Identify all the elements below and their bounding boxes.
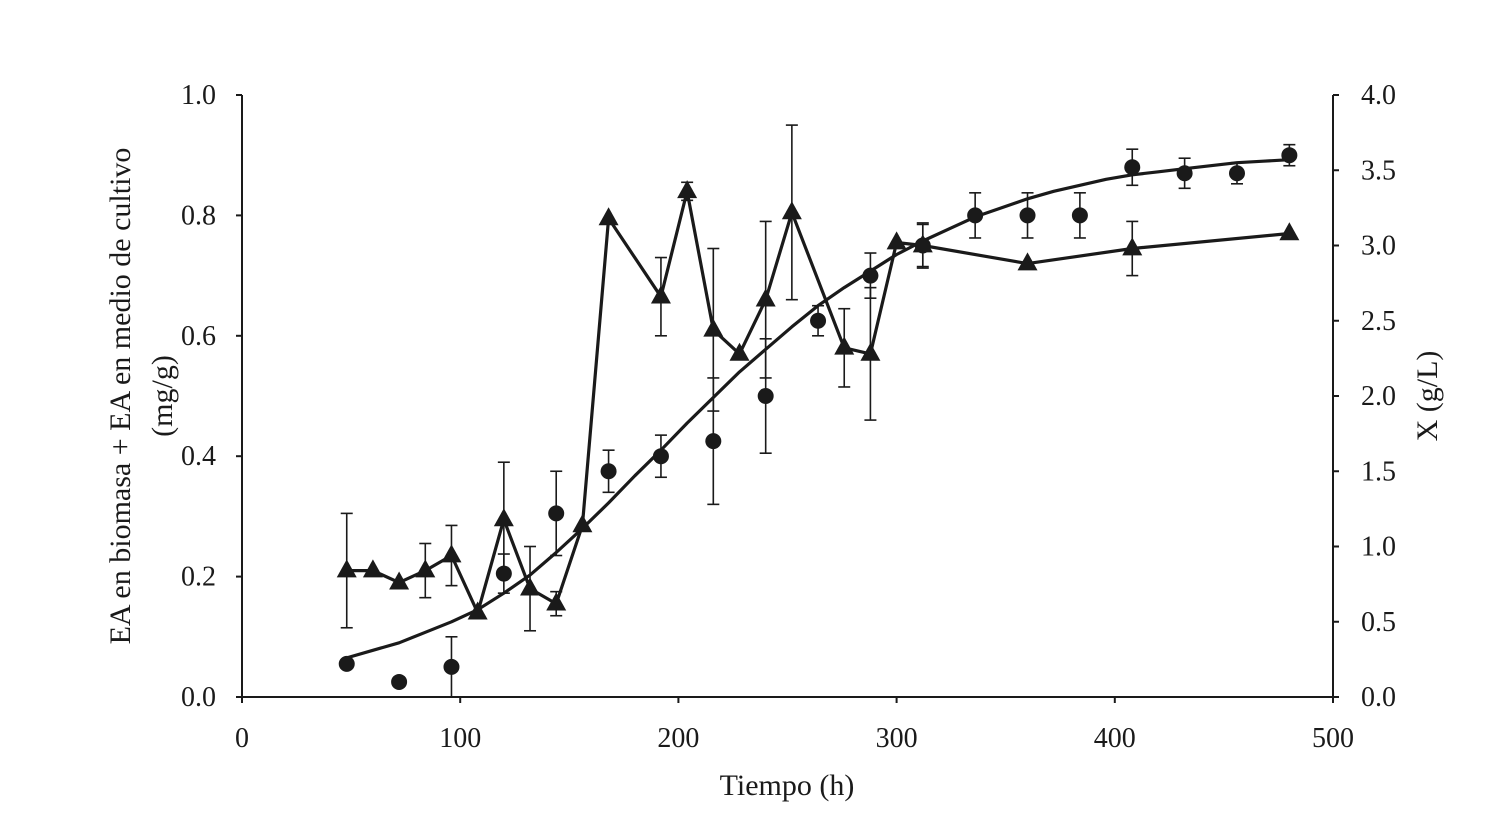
- error-bars: [340, 124, 1296, 698]
- y-tick-label: 0.6: [181, 321, 216, 352]
- triangle-marker: [755, 288, 776, 307]
- triangle-marker: [703, 318, 724, 337]
- circle-marker: [1228, 165, 1245, 182]
- triangle-marker: [834, 336, 855, 355]
- triangle-marker: [467, 601, 488, 620]
- circle-marker: [443, 658, 460, 675]
- markers: [336, 147, 1300, 690]
- triangle-marker: [389, 571, 410, 590]
- circle-marker: [495, 565, 512, 582]
- circle-marker: [548, 505, 565, 522]
- x-tick-label: 300: [876, 723, 918, 754]
- circle-marker: [810, 312, 827, 329]
- x-tick-label: 100: [439, 723, 481, 754]
- y-axis-label-line-1: EA en biomasa + EA en medio de cultivo: [104, 148, 137, 645]
- axes: [241, 95, 1334, 698]
- circle-marker: [1019, 207, 1036, 224]
- y2-tick-label: 2.5: [1361, 306, 1396, 337]
- triangle-marker: [336, 559, 357, 578]
- triangle-series-line: [346, 189, 1290, 615]
- triangle-marker: [781, 201, 802, 220]
- x-axis-label: Tiempo (h): [720, 769, 855, 802]
- circle-marker: [1176, 165, 1193, 182]
- circle-marker: [705, 433, 722, 450]
- triangle-marker: [546, 592, 567, 611]
- circle-marker: [338, 655, 355, 672]
- circle-marker: [1124, 159, 1141, 176]
- circle-marker: [1071, 207, 1088, 224]
- y-axis-label-line-2: (mg/g): [146, 355, 179, 437]
- y-tick-label: 1.0: [181, 80, 216, 111]
- triangle-marker: [729, 342, 750, 361]
- y2-tick-label: 0.5: [1361, 607, 1396, 638]
- y-tick-label: 0.4: [181, 441, 216, 472]
- circle-marker: [914, 237, 931, 254]
- x-tick-label: 200: [657, 723, 699, 754]
- triangle-marker: [572, 514, 593, 533]
- triangle-marker: [415, 559, 436, 578]
- triangle-marker: [1017, 252, 1038, 271]
- x-tick-label: 500: [1312, 723, 1354, 754]
- circle-marker: [1281, 147, 1298, 164]
- y-tick-label: 0.8: [181, 200, 216, 231]
- y2-tick-label: 3.5: [1361, 155, 1396, 186]
- y2-tick-label: 1.5: [1361, 456, 1396, 487]
- y-tick-label: 0.2: [181, 562, 216, 593]
- y2-tick-label: 2.0: [1361, 381, 1396, 412]
- triangle-marker: [1279, 222, 1300, 241]
- x-tick-label: 0: [235, 723, 249, 754]
- triangle-marker: [677, 180, 698, 199]
- ticks: 0 100 200 300 400 5000.00.20.40.60.81.00.00.5…: [181, 80, 1396, 754]
- triangle-marker: [886, 231, 907, 250]
- triangle-marker: [650, 285, 671, 304]
- y2-tick-label: 0.0: [1361, 682, 1396, 713]
- triangle-marker: [860, 342, 881, 361]
- triangle-marker: [520, 577, 541, 596]
- fit-curve-line: [346, 158, 1290, 660]
- series-lines: [346, 158, 1290, 660]
- circle-marker: [757, 388, 774, 404]
- y2-axis-label: X (g/L): [1411, 351, 1444, 442]
- triangle-marker: [493, 508, 514, 527]
- circle-marker: [391, 673, 408, 690]
- y-tick-label: 0.0: [181, 682, 216, 713]
- triangle-marker: [1122, 237, 1143, 256]
- x-tick-label: 400: [1094, 723, 1136, 754]
- circle-marker: [967, 207, 984, 224]
- y2-tick-label: 3.0: [1361, 231, 1396, 262]
- circle-marker: [862, 267, 879, 284]
- y2-tick-label: 4.0: [1361, 80, 1396, 111]
- y2-tick-label: 1.0: [1361, 532, 1396, 563]
- circle-marker: [600, 463, 617, 480]
- circle-marker: [652, 448, 669, 465]
- triangle-marker: [362, 559, 383, 578]
- triangle-marker: [598, 207, 619, 226]
- triangle-marker: [441, 544, 462, 563]
